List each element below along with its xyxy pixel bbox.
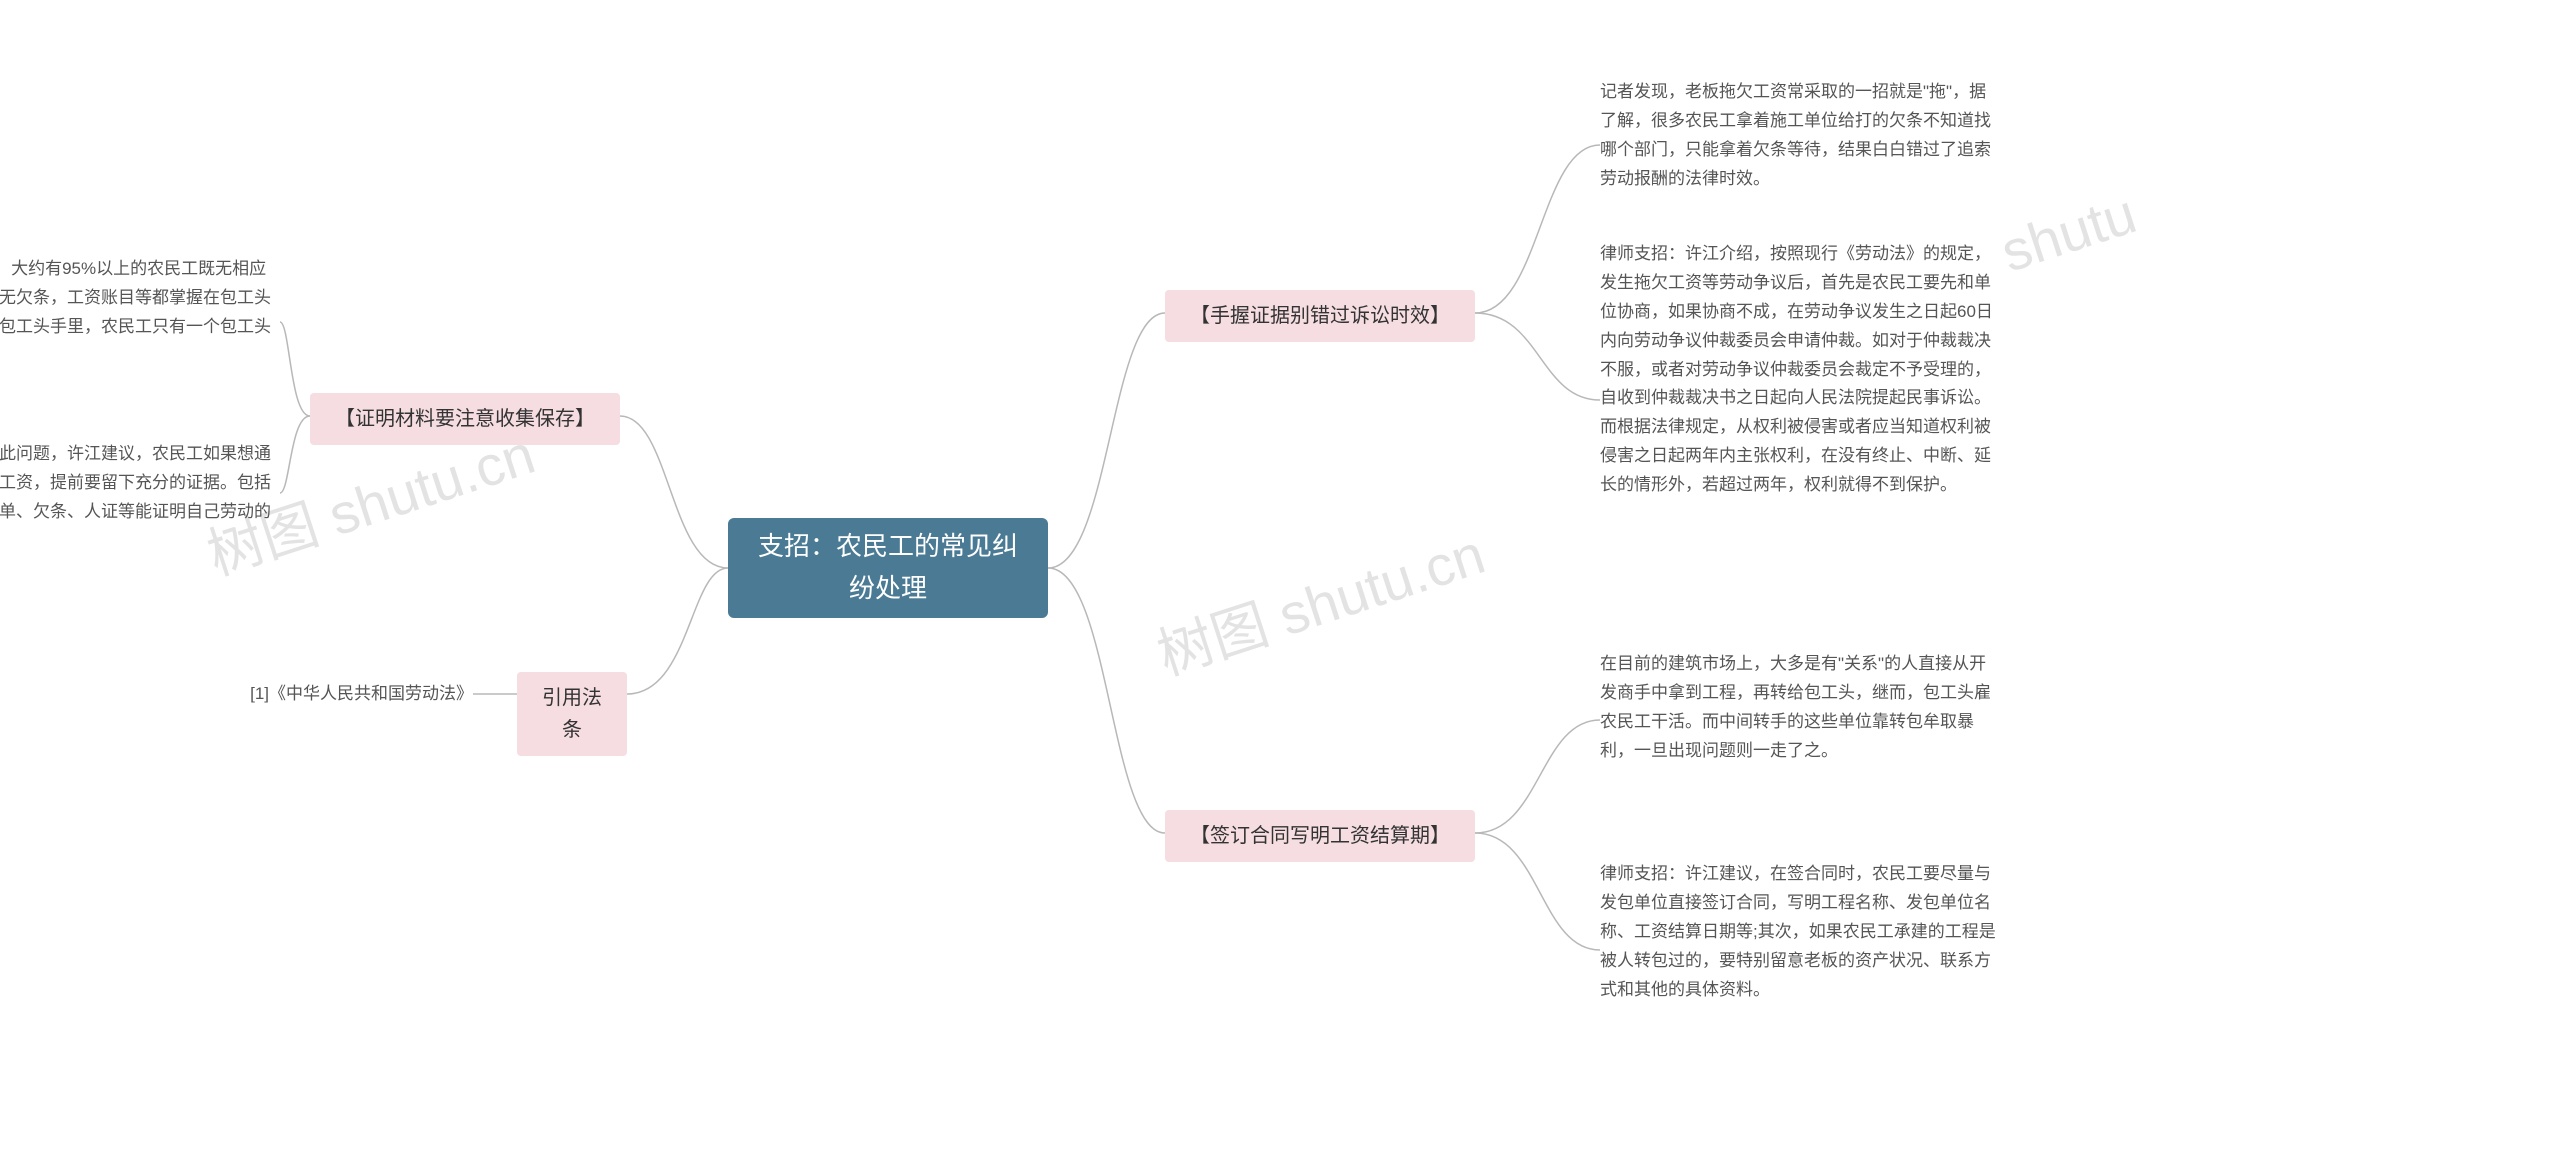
root-node[interactable]: 支招：农民工的常见纠纷处理 — [728, 518, 1048, 618]
connector — [620, 416, 728, 568]
connector — [1475, 833, 1600, 950]
branch-contract-payment[interactable]: 【签订合同写明工资结算期】 — [1165, 810, 1475, 862]
connector — [280, 322, 310, 416]
leaf-text: 律师支招：许江建议，在签合同时，农民工要尽量与发包单位直接签订合同，写明工程名称… — [1600, 860, 2000, 1004]
leaf-text: 记者发现，老板拖欠工资常采取的一招就是"拖"，据了解，很多农民工拿着施工单位给打… — [1600, 78, 2000, 194]
connector — [280, 416, 310, 493]
leaf-text: 律师支招：许江介绍，按照现行《劳动法》的规定，发生拖欠工资等劳动争议后，首先是农… — [1600, 240, 2000, 500]
branch-proof-collection[interactable]: 【证明材料要注意收集保存】 — [310, 393, 620, 445]
connector-layer — [0, 0, 2560, 1160]
branch-evidence-deadline[interactable]: 【手握证据别错过诉讼时效】 — [1165, 290, 1475, 342]
leaf-text: 在目前的建筑市场上，大多是有"关系"的人直接从开发商手中拿到工程，再转给包工头，… — [1600, 650, 2000, 766]
connector — [627, 568, 728, 694]
connector — [1475, 313, 1600, 400]
connector — [1475, 720, 1600, 833]
connector — [1048, 313, 1165, 568]
watermark: 树图 shutu.cn — [1146, 510, 1494, 692]
leaf-text: 律师支招：针对此问题，许江建议，农民工如果想通过法律途径要回工资，提前要留下充分… — [0, 440, 280, 556]
leaf-text: [1]《中华人民共和国劳动法》 — [213, 680, 473, 709]
branch-law-reference[interactable]: 引用法条 — [517, 672, 627, 756]
leaf-text: 在"讨薪"过程中，大约有95%以上的农民工既无相应的劳动合同，也无欠条，工资账目… — [0, 255, 280, 371]
connector — [1475, 145, 1600, 313]
connector — [1048, 568, 1165, 833]
watermark: shutu — [1993, 180, 2143, 284]
